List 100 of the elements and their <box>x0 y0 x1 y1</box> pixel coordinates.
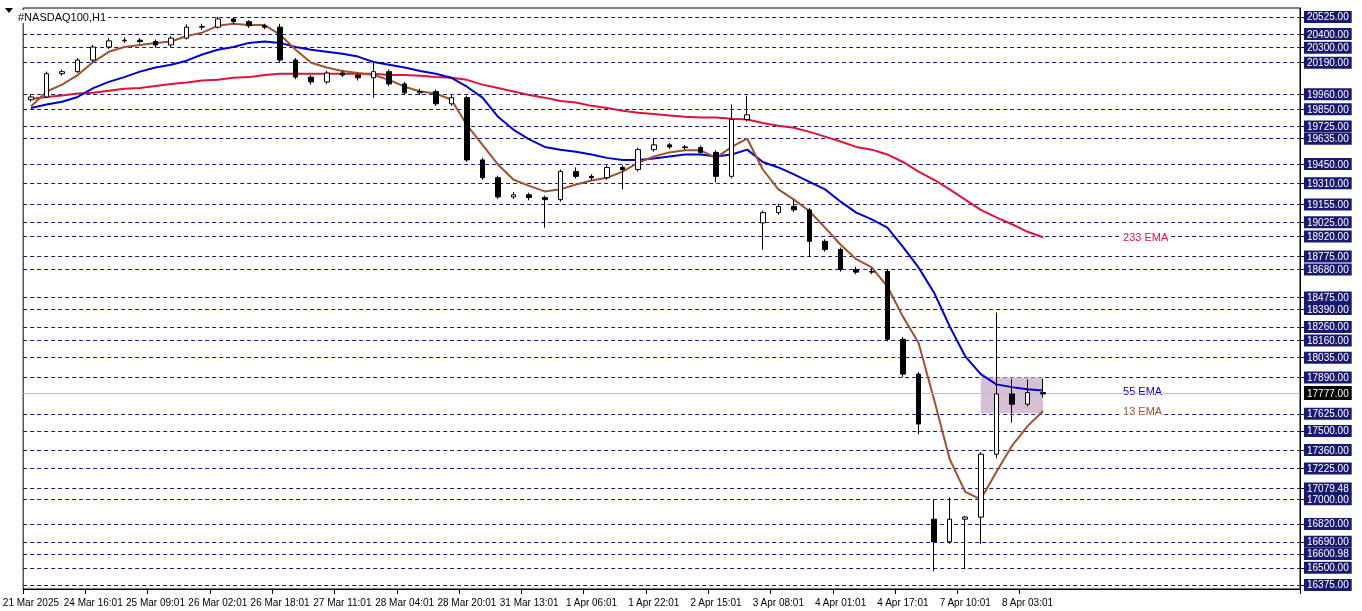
candlestick <box>262 23 267 30</box>
y-tick-label: 20525.00 <box>1307 11 1350 23</box>
x-tick-label: 28 Mar 20:01 <box>437 596 497 608</box>
x-tick-label: 4 Apr 17:01 <box>877 596 929 608</box>
candlestick <box>199 23 205 31</box>
candlestick <box>916 371 921 435</box>
y-tick-label: 16600.98 <box>1307 548 1350 560</box>
candlestick <box>28 94 34 103</box>
candlestick <box>526 192 532 201</box>
candlestick <box>807 207 812 257</box>
y-tick-label: 17890.00 <box>1307 372 1350 384</box>
x-tick-label: 2 Apr 15:01 <box>690 596 743 608</box>
candlestick <box>137 37 143 45</box>
y-tick-label: 19850.00 <box>1307 103 1350 115</box>
candlestick <box>1025 379 1030 407</box>
candlestick <box>604 164 610 181</box>
y-tick-label: 19025.00 <box>1307 216 1350 228</box>
y-tick-label: 19450.00 <box>1307 158 1350 170</box>
candlestick <box>122 36 127 44</box>
y-tick-label: 20190.00 <box>1307 57 1350 69</box>
candlestick <box>869 267 875 275</box>
x-tick-label: 8 Apr 03:01 <box>1001 596 1054 608</box>
x-tick-label: 24 Mar 16:01 <box>63 596 124 608</box>
candlestick <box>153 38 158 49</box>
candlestick <box>433 88 439 107</box>
y-tick-label: 20400.00 <box>1307 28 1350 40</box>
y-tick-label: 16375.00 <box>1307 579 1350 591</box>
text: 13 EMA <box>1123 405 1163 418</box>
candlestick <box>231 17 236 25</box>
y-tick-label: 17360.00 <box>1307 444 1350 456</box>
x-tick-label: 26 Mar 02:01 <box>188 596 248 608</box>
candlestick <box>168 35 174 48</box>
candlestick <box>667 142 672 150</box>
y-tick-label: 19725.00 <box>1307 120 1350 132</box>
x-tick-label: 3 Apr 08:01 <box>752 596 805 608</box>
x-tick-label: 26 Mar 18:01 <box>250 596 310 608</box>
y-tick-label: 17079.48 <box>1307 482 1350 494</box>
candlestick <box>558 169 563 203</box>
candlestick <box>402 81 407 96</box>
candlestick <box>1009 378 1015 424</box>
candlestick <box>573 166 579 179</box>
candlestick <box>464 95 470 163</box>
candlestick <box>277 23 283 64</box>
candlestick <box>324 70 330 85</box>
candlestick <box>651 137 657 153</box>
y-tick-label: 17225.00 <box>1307 463 1350 475</box>
y-tick-label: 19155.00 <box>1307 198 1350 210</box>
candlestick <box>978 451 984 545</box>
y-tick-label: 18680.00 <box>1307 263 1350 275</box>
candlestick <box>246 19 252 29</box>
candlestick <box>713 149 719 184</box>
ref-line-label: 17777.00 <box>1307 387 1350 399</box>
candlestick <box>791 199 797 213</box>
y-tick-label: 19960.00 <box>1307 88 1350 100</box>
chart-title: #NASDAQ100,H1 <box>18 10 107 23</box>
x-tick-label: 27 Mar 11:01 <box>313 596 372 608</box>
candlestick <box>355 72 361 82</box>
x-tick-label: 25 Mar 09:01 <box>126 596 186 608</box>
y-tick-label: 20300.00 <box>1307 42 1350 54</box>
candlestick <box>184 23 189 40</box>
candlestick <box>1040 378 1046 398</box>
y-tick-label: 18035.00 <box>1307 352 1350 364</box>
candlestick <box>760 210 766 251</box>
candlestick <box>511 191 516 200</box>
y-tick-label: 18160.00 <box>1307 335 1350 347</box>
candlestick <box>900 336 906 378</box>
candlestick <box>449 94 454 107</box>
y-tick-label: 19635.00 <box>1307 133 1350 145</box>
candlestick <box>962 515 968 570</box>
candlestick <box>994 312 999 459</box>
y-tick-label: 18775.00 <box>1307 250 1350 262</box>
line-series <box>29 40 1045 392</box>
candlestick <box>776 203 781 216</box>
candlestick <box>480 157 485 181</box>
candlestick <box>495 175 501 200</box>
candlestick <box>44 71 49 99</box>
y-tick-label: 19310.00 <box>1307 177 1350 189</box>
y-tick-label: 17000.00 <box>1307 493 1350 505</box>
y-tick-label: 18390.00 <box>1307 303 1350 315</box>
candlestick <box>215 16 221 30</box>
y-tick-label: 16820.00 <box>1307 518 1350 530</box>
candlestick <box>59 69 65 77</box>
text: 233 EMA <box>1123 231 1169 244</box>
candlestick <box>417 88 423 96</box>
x-tick-label: 1 Apr 22:01 <box>628 596 680 608</box>
candlestick <box>293 57 298 80</box>
candlestick <box>620 164 625 190</box>
candlestick <box>635 147 641 173</box>
x-tick-label: 31 Mar 13:01 <box>499 596 560 608</box>
candlestick <box>947 496 952 545</box>
candlestick <box>682 144 688 151</box>
candlestick <box>885 268 890 342</box>
y-tick-label: 16500.00 <box>1307 562 1350 574</box>
candlestick <box>90 44 96 63</box>
candlestick <box>698 145 703 155</box>
candlestick <box>838 247 843 272</box>
line-series <box>29 22 1045 501</box>
candlestick <box>744 95 750 123</box>
candlestick <box>371 61 376 99</box>
y-tick-label: 17625.00 <box>1307 408 1350 420</box>
